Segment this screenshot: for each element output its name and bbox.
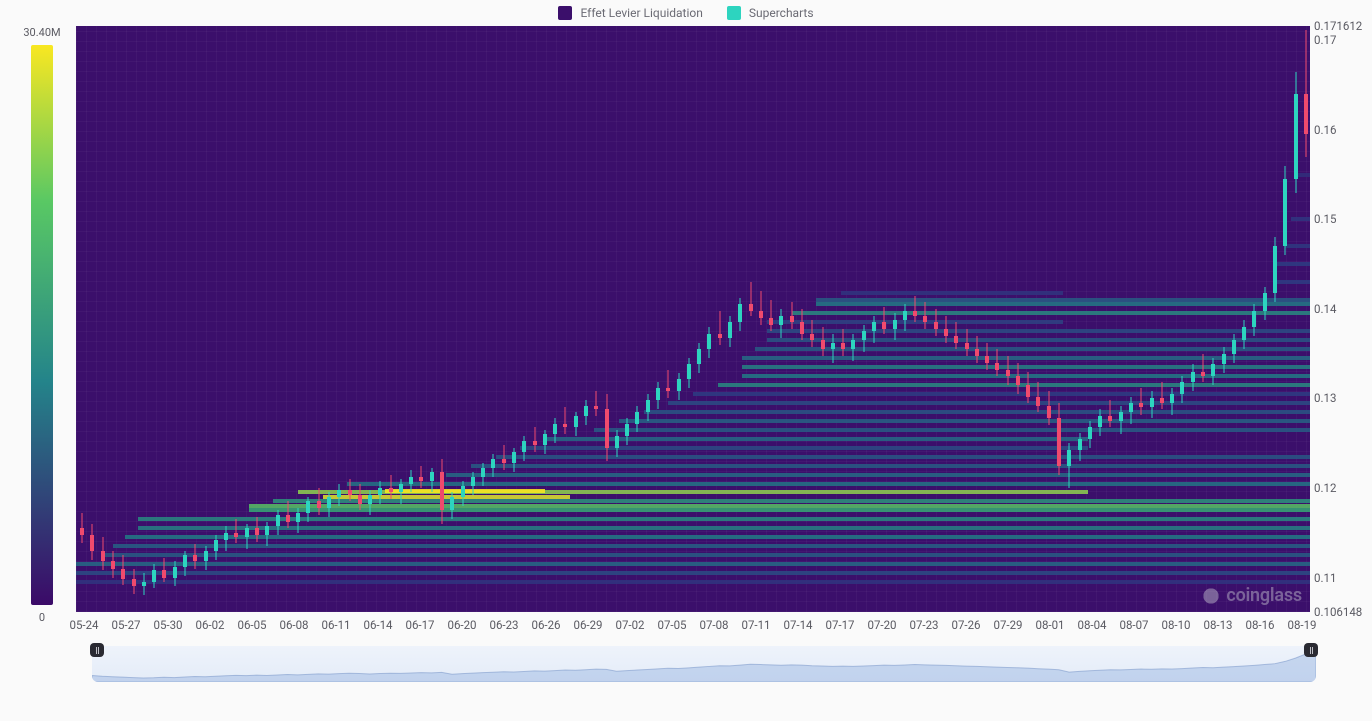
x-tick-label: 06-11 [321,618,350,632]
y-axis: 0.1716120.110.120.130.140.150.160.170.10… [1314,26,1370,612]
x-tick-label: 07-14 [783,618,812,632]
x-tick-label: 06-23 [489,618,518,632]
x-tick-label: 07-11 [741,618,770,632]
time-navigator[interactable] [92,646,1316,682]
y-tick-label: 0.16 [1314,123,1336,137]
x-tick-label: 08-13 [1203,618,1232,632]
navigator-handle-right[interactable] [1304,643,1318,657]
x-tick-label: 08-07 [1119,618,1148,632]
x-tick-label: 06-14 [363,618,392,632]
coinglass-logo-icon [1202,587,1220,605]
x-tick-label: 07-02 [615,618,644,632]
colorbar: 30.40M 0 [22,26,62,626]
x-tick-label: 06-02 [195,618,224,632]
legend-swatch [727,6,741,20]
legend-label: Effet Levier Liquidation [580,6,702,20]
colorbar-gradient [31,45,53,605]
x-tick-label: 07-05 [657,618,686,632]
x-tick-label: 05-27 [111,618,140,632]
legend-item-liquidation[interactable]: Effet Levier Liquidation [558,6,702,20]
watermark-text: coinglass [1226,585,1302,606]
legend-item-supercharts[interactable]: Supercharts [727,6,814,20]
x-tick-label: 07-29 [993,618,1022,632]
x-tick-label: 07-23 [909,618,938,632]
navigator-handle-left[interactable] [90,643,104,657]
y-tick-label: 0.106148 [1314,605,1362,619]
y-tick-label: 0.15 [1314,212,1336,226]
navigator-background [92,646,1316,682]
x-tick-label: 06-20 [447,618,476,632]
x-tick-label: 05-30 [153,618,182,632]
y-tick-label: 0.171612 [1314,19,1362,33]
chart-legend: Effet Levier Liquidation Supercharts [0,0,1372,26]
x-tick-label: 06-29 [573,618,602,632]
x-tick-label: 08-10 [1161,618,1190,632]
y-tick-label: 0.12 [1314,481,1336,495]
x-tick-label: 08-01 [1035,618,1064,632]
x-tick-label: 08-19 [1287,618,1316,632]
x-tick-label: 06-05 [237,618,266,632]
x-tick-label: 06-26 [531,618,560,632]
colorbar-min-label: 0 [39,611,45,624]
x-tick-label: 06-08 [279,618,308,632]
colorbar-max-label: 30.40M [23,26,60,39]
x-tick-label: 07-20 [867,618,896,632]
x-tick-label: 05-24 [69,618,98,632]
y-tick-label: 0.11 [1314,571,1336,585]
y-tick-label: 0.14 [1314,302,1336,316]
x-tick-label: 07-17 [825,618,854,632]
liquidation-heatmap-chart[interactable]: coinglass [76,26,1310,612]
y-tick-label: 0.17 [1314,33,1336,47]
legend-swatch [558,6,572,20]
x-tick-label: 08-04 [1077,618,1106,632]
x-tick-label: 06-17 [405,618,434,632]
x-tick-label: 07-08 [699,618,728,632]
candlestick-layer [76,26,1310,612]
legend-label: Supercharts [749,6,814,20]
x-axis: 05-2405-2705-3006-0206-0506-0806-1106-14… [76,618,1310,638]
x-tick-label: 07-26 [951,618,980,632]
watermark: coinglass [1202,585,1302,606]
y-tick-label: 0.13 [1314,391,1336,405]
navigator-area [92,646,1316,682]
x-tick-label: 08-16 [1245,618,1274,632]
